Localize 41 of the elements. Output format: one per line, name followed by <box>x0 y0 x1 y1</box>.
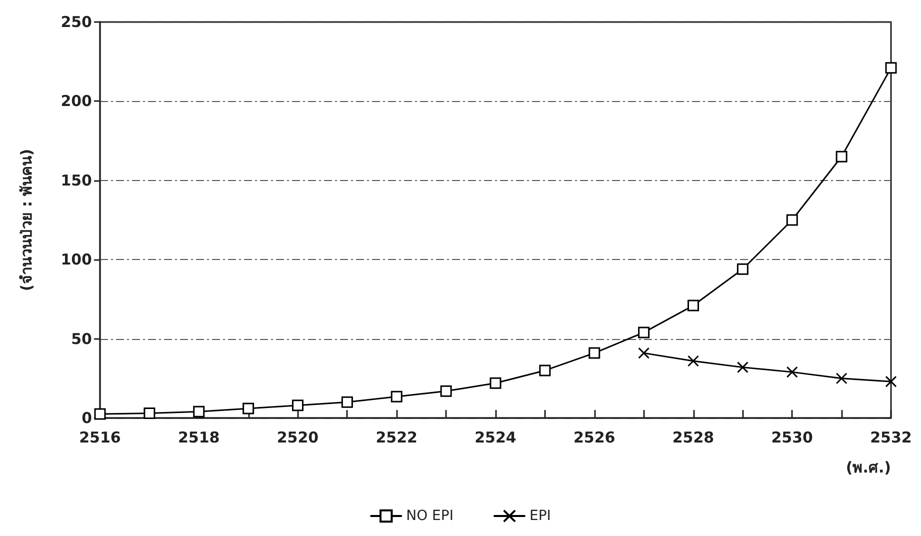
point <box>242 402 254 414</box>
point <box>786 214 798 226</box>
x-tick-label: 2524 <box>474 428 516 446</box>
point <box>885 376 897 388</box>
x-tick-label: 2532 <box>870 428 912 446</box>
point <box>736 263 748 275</box>
y-tick-label: 50 <box>71 330 92 348</box>
point <box>539 364 551 376</box>
point <box>736 362 748 374</box>
point <box>292 400 304 412</box>
point <box>588 347 600 359</box>
x-tick-label: 2526 <box>574 428 616 446</box>
x-tick-label: 2520 <box>276 428 319 446</box>
point <box>688 300 699 312</box>
y-tick-label: 200 <box>60 92 92 110</box>
point <box>490 377 502 389</box>
y-tick-label: 0 <box>82 409 92 427</box>
point <box>390 390 402 402</box>
legend-label: NO EPI <box>406 508 454 524</box>
point <box>836 150 848 162</box>
legend-label: EPI <box>529 508 551 524</box>
point <box>341 396 353 408</box>
point <box>885 62 897 74</box>
point <box>440 385 452 397</box>
y-tick-label: 100 <box>60 250 92 269</box>
x-axis-title: (พ.ศ.) <box>846 458 891 476</box>
point <box>836 372 848 384</box>
y-tick-label: 150 <box>60 171 92 190</box>
point <box>193 406 205 418</box>
x-tick-label: 2516 <box>79 428 121 446</box>
y-tick-label: 250 <box>60 13 92 31</box>
y-axis-title: (จำนวนป่วย : พันคน) <box>18 148 36 292</box>
point <box>688 355 699 367</box>
point <box>144 408 156 419</box>
x-tick-label: 2530 <box>771 428 813 446</box>
x-tick-label: 2522 <box>376 428 418 446</box>
x-tick-label: 2518 <box>178 428 220 446</box>
x-tick-label: 2528 <box>672 428 714 446</box>
point <box>786 366 798 378</box>
point <box>638 347 650 359</box>
point <box>638 326 650 338</box>
